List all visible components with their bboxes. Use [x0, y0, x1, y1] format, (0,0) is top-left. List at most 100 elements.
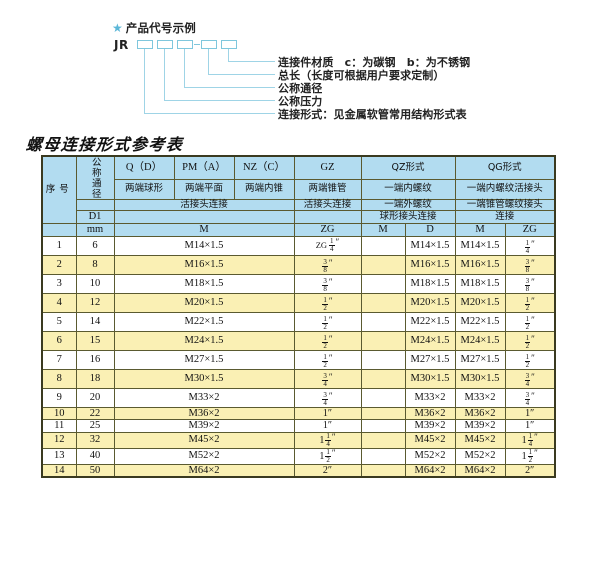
cell-seq: 12 [41, 431, 77, 449]
cell-gz: 1″ [293, 406, 362, 421]
header-end-pma: 两端平面 [173, 178, 235, 201]
code-note-conn-form: 连接形式：见金属软管常用结构形式表 [278, 108, 467, 121]
cell-d1: 22 [75, 406, 115, 421]
cell-qz-d: M64×2 [404, 463, 456, 479]
cell-qg-zg: 3 8 ″ [504, 273, 556, 294]
cell-seq: 3 [41, 273, 77, 294]
code-box-1 [137, 40, 153, 49]
header-d1: D1 [75, 210, 115, 224]
cell-seq: 1 [41, 235, 77, 256]
header-seq-label: 序号 [45, 183, 73, 195]
cell-qg-m: M16×1.5 [454, 254, 506, 275]
cell-d1: 12 [75, 292, 115, 313]
cell-qg-zg: 3 8 ″ [504, 254, 556, 275]
cell-qz-d: M16×1.5 [404, 254, 456, 275]
cell-qz-d: M33×2 [404, 387, 456, 408]
header-conn2-qg: 连接 [454, 210, 556, 224]
header-conn2-qz: 球形接头连接 [360, 210, 456, 224]
page-title: 螺母连接形式参考表 [25, 135, 185, 154]
cell-qz-d: M20×1.5 [404, 292, 456, 313]
table-row: 13 40 M52×2 1 1 2 ″ M52×2 M52×2 1 1 2 ″ [41, 447, 556, 465]
header-unit-m-qz: M [360, 223, 406, 237]
header-conn-qz: 一端外螺纹 [360, 198, 456, 212]
cell-gz: 3 8 ″ [293, 254, 362, 275]
code-example-label: 产品代号示例 [125, 21, 196, 35]
header-code-qd: Q（D） [113, 154, 175, 180]
header-row-conn: 活接头连接 活接头连接 一端外螺纹 一端锥管螺纹接头 [42, 198, 556, 212]
header-conn-qg: 一端锥管螺纹接头 [454, 198, 556, 212]
table-row: 11 25 M39×2 1″ M39×2 M39×2 1″ [41, 419, 556, 433]
table-row: 4 12 M20×1.5 1 2 ″ M20×1.5 M20×1.5 1 2 ″ [41, 292, 556, 313]
leader-h-1 [228, 61, 275, 63]
table-row: 8 18 M30×1.5 3 4 ″ M30×1.5 M30×1.5 3 4 ″ [41, 368, 556, 389]
code-box-5 [221, 40, 237, 49]
cell-qz-m [360, 349, 406, 370]
leader-v-3 [184, 49, 186, 88]
cell-qg-zg: 1 2 ″ [504, 330, 556, 351]
cell-m-left: M36×2 [113, 406, 295, 421]
header-row-d1: D1 球形接头连接 连接 [42, 210, 556, 224]
cell-m-left: M24×1.5 [113, 330, 295, 351]
cell-m-left: M27×1.5 [113, 349, 295, 370]
cell-m-left: M52×2 [113, 447, 295, 465]
cell-qg-zg: 1″ [504, 406, 556, 421]
cell-qg-m: M22×1.5 [454, 311, 506, 332]
code-prefix: JR [114, 38, 129, 52]
header-end-qz: 一端内螺纹 [360, 178, 456, 201]
cell-m-left: M16×1.5 [113, 254, 295, 275]
cell-qz-m [360, 419, 406, 433]
leader-h-3 [184, 87, 275, 89]
cell-gz: 1 1 4 ″ [293, 431, 362, 449]
cell-qg-zg: 1 1 4 ″ [504, 431, 556, 449]
cell-m-left: M14×1.5 [113, 235, 295, 256]
cell-qz-d: M39×2 [404, 419, 456, 433]
header-code-qg: QG形式 [454, 154, 556, 180]
cell-seq: 9 [41, 387, 77, 408]
cell-qg-m: M24×1.5 [454, 330, 506, 351]
cell-d1: 40 [75, 447, 115, 465]
nut-connection-table-wrap: 序号 公称通径 Q（D） PM（A） NZ（C） GZ QZ形式 QG形式 两端… [41, 154, 556, 479]
header-unit-m-left: M [113, 223, 295, 237]
header-code-pma: PM（A） [173, 154, 235, 180]
header-seq: 序号 [41, 154, 77, 224]
header-conn-left: 活接头连接 [113, 198, 295, 212]
code-example-heading: ★ 产品代号示例 [112, 20, 196, 36]
header-unit-zg-gz: ZG [293, 223, 362, 237]
cell-seq: 5 [41, 311, 77, 332]
cell-m-left: M18×1.5 [113, 273, 295, 294]
cell-qg-zg: 1 2 ″ [504, 311, 556, 332]
cell-qg-m: M39×2 [454, 419, 506, 433]
cell-qz-d: M52×2 [404, 447, 456, 465]
cell-qz-m [360, 235, 406, 256]
header-d1-spacer-left [113, 210, 295, 224]
header-dn: 公称通径 [75, 155, 115, 200]
cell-qz-m [360, 431, 406, 449]
cell-gz: 1 2 ″ [293, 349, 362, 370]
cell-qg-m: M64×2 [454, 463, 506, 479]
cell-gz: 1 2 ″ [293, 330, 362, 351]
code-box-4 [201, 40, 217, 49]
cell-qg-m: M20×1.5 [454, 292, 506, 313]
code-note-material: 连接件材质 c：为碳钢 b：为不锈钢 [278, 56, 471, 69]
header-unit-seq [41, 223, 77, 237]
cell-gz: 3 8 ″ [293, 273, 362, 294]
header-unit-mm: mm [75, 223, 115, 237]
code-box-2 [157, 40, 173, 49]
cell-qg-m: M52×2 [454, 447, 506, 465]
code-note-diameter: 公称通径 [278, 82, 323, 95]
cell-d1: 16 [75, 349, 115, 370]
cell-d1: 18 [75, 368, 115, 389]
table-row: 12 32 M45×2 1 1 4 ″ M45×2 M45×2 1 1 4 ″ [41, 431, 556, 449]
cell-qz-d: M14×1.5 [404, 235, 456, 256]
cell-qz-m [360, 292, 406, 313]
header-end-nzc: 两端内锥 [233, 178, 295, 201]
header-d1-spacer-gz [293, 210, 362, 224]
cell-qz-d: M22×1.5 [404, 311, 456, 332]
header-end-qd: 两端球形 [113, 178, 175, 201]
cell-qz-m [360, 406, 406, 421]
header-conn-dn-spacer [75, 198, 115, 212]
cell-qz-m [360, 368, 406, 389]
cell-qg-zg: 1″ [504, 419, 556, 433]
code-dash [194, 44, 200, 46]
leader-h-4 [164, 100, 275, 102]
